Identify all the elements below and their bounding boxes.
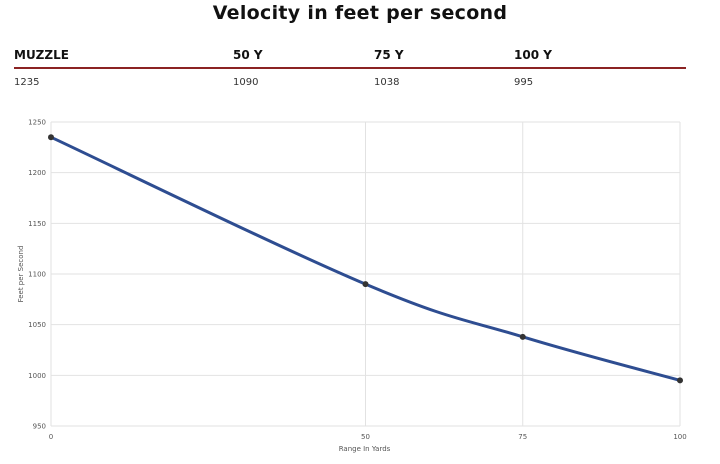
- header-100y: 100 Y: [514, 48, 552, 62]
- value-muzzle: 1235: [14, 77, 40, 88]
- series-line: [49, 135, 682, 382]
- table-divider: [14, 67, 686, 69]
- x-axis-label: Range In Yards: [339, 445, 391, 453]
- data-point: [48, 134, 54, 141]
- x-tick-label: 100: [673, 433, 686, 441]
- y-tick-label: 950: [33, 423, 46, 431]
- data-point: [362, 281, 369, 288]
- y-tick-label: 1000: [28, 372, 46, 380]
- velocity-table-header: MUZZLE 50 Y 75 Y 100 Y: [14, 48, 686, 66]
- y-tick-label: 1100: [28, 271, 46, 279]
- y-tick-label: 1150: [28, 220, 46, 228]
- header-75y: 75 Y: [374, 48, 404, 62]
- x-tick-label: 50: [361, 433, 370, 441]
- y-tick-label: 1050: [28, 321, 46, 329]
- value-50y: 1090: [233, 77, 259, 88]
- y-tick-label: 1250: [28, 119, 46, 127]
- value-100y: 995: [514, 77, 534, 88]
- x-axis-ticks: 0 50 75 100: [49, 433, 687, 441]
- y-axis-label: Feet per Second: [17, 246, 25, 303]
- header-50y: 50 Y: [233, 48, 263, 62]
- chart-title: Velocity in feet per second: [212, 2, 508, 24]
- y-axis-ticks: 950 1000 1050 1100 1150 1200 1250: [28, 119, 46, 431]
- velocity-line-chart: 950 1000 1050 1100 1150 1200 1250 0 50 75 100 Fee…: [17, 119, 687, 454]
- data-point: [677, 377, 683, 384]
- y-tick-label: 1200: [28, 169, 46, 177]
- series-points: [48, 134, 683, 384]
- velocity-table: MUZZLE 50 Y 75 Y 100 Y 1235 1090 1038 99…: [14, 48, 686, 88]
- x-tick-label: 0: [49, 433, 53, 441]
- velocity-table-values: 1235 1090 1038 995: [14, 77, 686, 91]
- header-muzzle: MUZZLE: [14, 48, 69, 62]
- data-point: [519, 333, 526, 340]
- value-75y: 1038: [374, 77, 400, 88]
- x-tick-label: 75: [518, 433, 527, 441]
- chart-grid: [50, 121, 681, 427]
